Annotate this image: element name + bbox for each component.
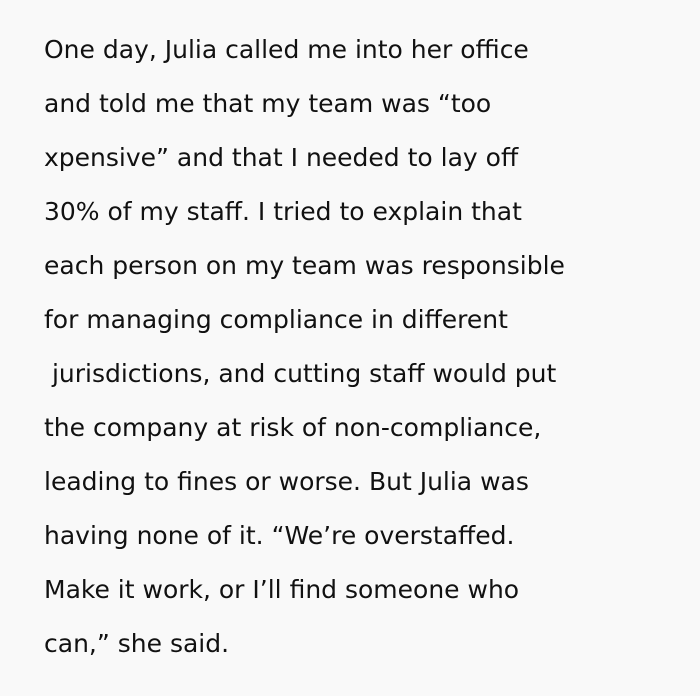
text-line: One day, Julia called me into her office (44, 35, 529, 64)
text-line: for managing compliance in different (44, 305, 508, 334)
text-line: leading to fines or worse. But Julia was (44, 467, 529, 496)
story-paragraph: One day, Julia called me into her office… (44, 23, 694, 671)
text-line: jurisdictions, and cutting staff would p… (44, 359, 557, 388)
text-line: 30% of my staff. I tried to explain that (44, 197, 522, 226)
text-line: Make it work, or I’ll find someone who (44, 575, 520, 604)
text-line: each person on my team was responsible (44, 251, 565, 280)
text-line: and told me that my team was “too (44, 89, 492, 118)
text-line: can,” she said. (44, 629, 230, 658)
text-line: having none of it. “We’re overstaffed. (44, 521, 515, 550)
text-line: the company at risk of non-compliance, (44, 413, 542, 442)
text-line: xpensive” and that I needed to lay off (44, 143, 519, 172)
